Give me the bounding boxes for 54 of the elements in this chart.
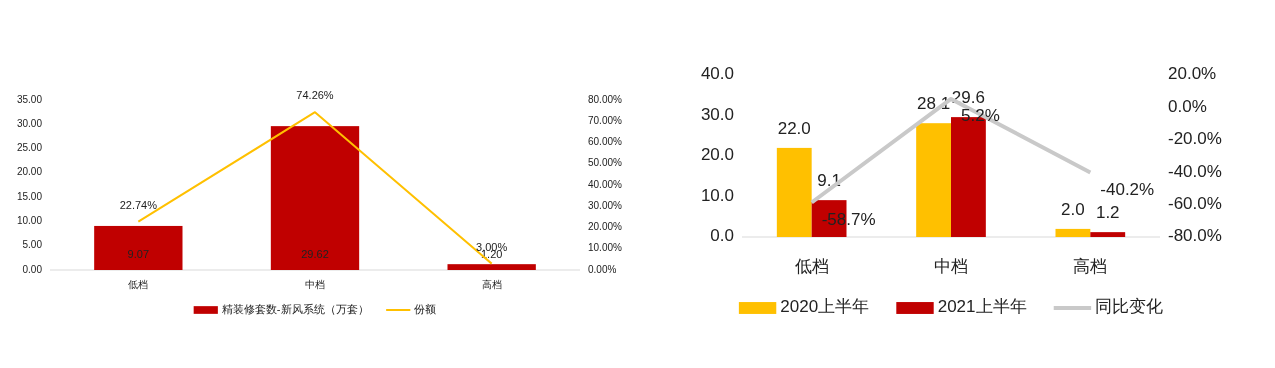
y2-tick-label: 10.00% <box>588 242 623 254</box>
data-label: -40.2% <box>1100 180 1155 200</box>
legend-label: 份额 <box>414 302 437 315</box>
x-tick-label: 中档 <box>934 257 968 276</box>
x-tick-label: 高档 <box>481 279 502 290</box>
y-tick-label: 30.00 <box>16 117 43 129</box>
legend-label: 2021上半年 <box>937 297 1027 317</box>
bar <box>447 264 536 270</box>
x-tick-label: 高档 <box>1073 257 1108 276</box>
bar <box>1090 232 1126 237</box>
y-tick-label: 0.00 <box>22 263 43 275</box>
x-tick-label: 低档 <box>794 257 829 276</box>
bar <box>1055 228 1091 237</box>
y2-tick-label: 40.00% <box>588 178 623 190</box>
y2-tick-label: 80.00% <box>588 93 623 105</box>
y-tick-label: 35.00 <box>16 93 43 105</box>
data-label: 9.07 <box>127 248 150 260</box>
y-tick-label: 40.0 <box>700 64 734 84</box>
legend-label: 同比变化 <box>1095 297 1164 317</box>
y-tick-label: 20.00 <box>16 166 43 178</box>
y2-tick-label: 20.0% <box>1168 64 1217 84</box>
legend-label: 精装修套数-新风系统（万套） <box>221 302 369 315</box>
y2-tick-label: -40.0% <box>1168 161 1222 181</box>
bar <box>776 147 812 237</box>
data-label: 1.2 <box>1095 203 1120 223</box>
y-tick-label: 5.00 <box>22 239 43 251</box>
data-label: 29.62 <box>301 248 329 260</box>
y-tick-label: 25.00 <box>16 142 43 154</box>
y2-tick-label: 0.0% <box>1168 96 1207 116</box>
y2-tick-label: 30.00% <box>588 199 623 211</box>
legend-label: 2020上半年 <box>780 297 870 317</box>
y2-tick-label: -80.0% <box>1168 226 1222 246</box>
y-tick-label: 20.0 <box>700 145 734 165</box>
bar <box>94 225 183 270</box>
data-label: 2.0 <box>1061 199 1085 219</box>
y2-tick-label: -60.0% <box>1168 194 1222 214</box>
y2-tick-label: 50.00% <box>588 157 623 169</box>
y2-tick-label: 20.00% <box>588 221 623 233</box>
y-tick-label: 10.0 <box>700 185 734 205</box>
y2-tick-label: 60.00% <box>588 136 623 148</box>
y2-tick-label: 70.00% <box>588 114 623 126</box>
y-tick-label: 15.00 <box>16 190 43 202</box>
data-label: 74.26% <box>296 89 334 102</box>
bar <box>916 123 951 237</box>
y2-tick-label: 0.00% <box>588 263 617 275</box>
y-tick-label: 0.0 <box>710 226 734 246</box>
bar <box>270 126 360 270</box>
y-tick-label: 10.00 <box>16 215 43 227</box>
data-label: 22.0 <box>777 118 811 138</box>
y2-tick-label: -20.0% <box>1168 129 1222 149</box>
x-tick-label: 中档 <box>305 279 325 290</box>
y-tick-label: 30.0 <box>700 104 734 124</box>
data-label: 22.74% <box>119 198 158 211</box>
x-tick-label: 低档 <box>128 279 149 290</box>
